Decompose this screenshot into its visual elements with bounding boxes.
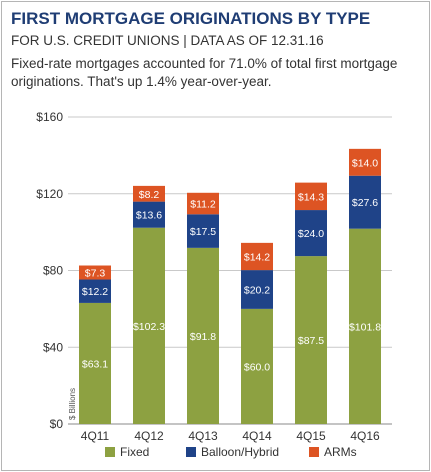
bar-segment-balloon-hybrid bbox=[349, 175, 381, 229]
legend-label: ARMs bbox=[324, 445, 357, 459]
bar-segment-fixed bbox=[187, 247, 219, 424]
legend-swatch bbox=[105, 447, 115, 457]
bar-segment-arms bbox=[79, 265, 111, 280]
y-tick-label: $0 bbox=[50, 417, 64, 431]
x-tick-label: 4Q16 bbox=[350, 429, 380, 443]
x-tick-label: 4Q13 bbox=[188, 429, 218, 443]
y-tick-label: $160 bbox=[36, 110, 63, 124]
bar-segment-fixed bbox=[349, 228, 381, 424]
y-tick-label: $40 bbox=[43, 340, 63, 354]
bar-value-label: $13.6 bbox=[136, 210, 162, 222]
bar-value-label: $11.2 bbox=[190, 199, 216, 211]
bar-segment-fixed bbox=[133, 227, 165, 424]
x-tick-label: 4Q12 bbox=[134, 429, 164, 443]
bar-segment-balloon-hybrid bbox=[79, 279, 111, 303]
bar-value-label: $14.3 bbox=[298, 191, 324, 203]
bar-segment-balloon-hybrid bbox=[187, 214, 219, 248]
legend-swatch bbox=[309, 447, 319, 457]
bar-segment-arms bbox=[349, 148, 381, 176]
chart-subtitle: FOR U.S. CREDIT UNIONS | DATA AS OF 12.3… bbox=[11, 33, 324, 48]
bar-value-label: $24.0 bbox=[298, 228, 324, 240]
legend-label: Balloon/Hybrid bbox=[201, 445, 279, 459]
bar-value-label: $101.8 bbox=[349, 321, 381, 333]
legend-swatch bbox=[186, 447, 196, 457]
bar-segment-fixed bbox=[241, 308, 273, 424]
bar-segment-balloon-hybrid bbox=[295, 210, 327, 257]
bar-segment-arms bbox=[295, 182, 327, 211]
bar-value-label: $14.2 bbox=[244, 251, 270, 263]
bar-value-label: $14.0 bbox=[352, 157, 378, 169]
bar-value-label: $91.8 bbox=[190, 331, 216, 343]
bar-segment-arms bbox=[187, 192, 219, 215]
bar-value-label: $17.5 bbox=[190, 226, 216, 238]
bar-value-label: $102.3 bbox=[133, 321, 165, 333]
bar-value-label: $27.6 bbox=[352, 197, 378, 209]
bar-segment-arms bbox=[241, 242, 273, 271]
bar-value-label: $60.0 bbox=[244, 361, 270, 373]
y-tick-label: $120 bbox=[36, 187, 63, 201]
y-tick-label: $80 bbox=[43, 264, 63, 278]
chart-title: FIRST MORTGAGE ORIGINATIONS BY TYPE bbox=[11, 9, 371, 28]
bar-segment-balloon-hybrid bbox=[133, 201, 165, 228]
bar-segment-fixed bbox=[295, 256, 327, 424]
legend-label: Fixed bbox=[120, 445, 149, 459]
bar-segment-balloon-hybrid bbox=[241, 270, 273, 309]
x-tick-label: 4Q14 bbox=[242, 429, 272, 443]
bar-segment-arms bbox=[133, 185, 165, 202]
bar-value-label: $7.3 bbox=[85, 268, 106, 280]
bar-segment-fixed bbox=[79, 302, 111, 424]
bar-value-label: $12.2 bbox=[82, 286, 108, 298]
bar-value-label: $20.2 bbox=[244, 284, 270, 296]
x-tick-label: 4Q15 bbox=[296, 429, 326, 443]
x-tick-label: 4Q11 bbox=[81, 429, 110, 443]
y-axis-unit-label: $ Billions bbox=[68, 388, 77, 420]
bar-value-label: $87.5 bbox=[298, 335, 324, 347]
bar-value-label: $63.1 bbox=[82, 358, 108, 370]
chart-description: Fixed-rate mortgages accounted for 71.0%… bbox=[11, 56, 398, 89]
bar-value-label: $8.2 bbox=[139, 189, 160, 201]
